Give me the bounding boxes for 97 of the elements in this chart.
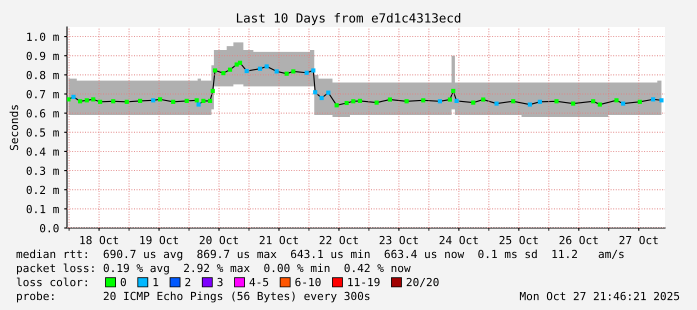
x-tick-label: 25 Oct	[500, 236, 538, 244]
point	[320, 96, 324, 100]
point	[210, 88, 215, 94]
point	[344, 100, 349, 106]
y-tick-label: 0.3 m	[26, 166, 59, 175]
x-tick-label: 27 Oct	[620, 236, 658, 244]
point	[438, 99, 442, 104]
text: probe: 20 ICMP Echo Pings (56 Bytes) every 300s	[17, 292, 370, 302]
y-tick-label: 0.2 m	[26, 186, 59, 194]
point	[326, 90, 330, 95]
y-tick-label: 0.6 m	[26, 109, 59, 118]
x-tick-label: 20 Oct	[200, 236, 238, 244]
point	[374, 100, 379, 105]
point	[621, 101, 626, 106]
point	[638, 100, 642, 104]
point	[311, 68, 316, 73]
point	[196, 102, 201, 107]
legend-label: 20/20	[406, 278, 439, 288]
point	[111, 99, 116, 104]
point	[481, 97, 486, 102]
point	[659, 98, 664, 102]
point	[451, 88, 456, 94]
point	[212, 68, 218, 73]
x-tick-label: 18 Oct	[80, 236, 118, 244]
legend-label: 6-10	[295, 278, 321, 286]
point	[528, 102, 532, 107]
legend-title: loss color:	[16, 278, 87, 286]
point	[184, 98, 189, 103]
point	[194, 98, 199, 102]
chart-title: Last 10 Days from e7d1c4313ecd	[236, 12, 460, 26]
point	[571, 101, 576, 106]
legend-label: 2	[185, 278, 190, 286]
point	[208, 98, 212, 103]
point	[454, 98, 459, 103]
point	[598, 102, 602, 107]
y-tick-label: 0.4 m	[26, 147, 59, 156]
point	[238, 60, 242, 65]
text: packet loss: 0.19 % avg 2.92 % max 0.00 % min 0.42 % now	[17, 264, 411, 274]
x-tick-label: 22 Oct	[320, 236, 358, 244]
line-series	[68, 62, 662, 106]
point	[351, 99, 356, 104]
point	[78, 99, 82, 104]
point	[138, 98, 142, 103]
legend-label: 0	[120, 278, 126, 286]
point	[511, 99, 516, 104]
point	[221, 71, 226, 76]
text: Mon Oct 27 21:46:21 2025	[520, 292, 680, 300]
point	[91, 97, 96, 102]
point	[494, 101, 499, 106]
point	[304, 70, 309, 75]
point	[284, 72, 289, 76]
point	[291, 69, 296, 74]
point	[274, 69, 279, 74]
point	[98, 100, 102, 104]
y-axis-title: Seconds	[10, 105, 18, 150]
text: median rtt: 690.7 us avg 869.7 us max 643.1 us min 663.4 us now 0.1 ms sd 11.2 am/s	[16, 250, 624, 260]
point	[244, 68, 249, 74]
point	[264, 64, 269, 69]
point	[591, 99, 596, 104]
x-tick-label: 19 Oct	[140, 236, 178, 244]
legend-label: 11-19	[348, 278, 380, 286]
y-tick-label: 0.9 m	[26, 52, 59, 60]
y-tick-label: 1.0 m	[27, 32, 59, 41]
point	[421, 98, 426, 102]
x-tick-label: 23 Oct	[380, 236, 418, 244]
point	[358, 98, 362, 103]
y-tick-label: 0.8 m	[26, 70, 59, 80]
point	[201, 98, 206, 103]
y-tick-label: 0.0	[40, 224, 59, 232]
point	[158, 97, 162, 102]
point	[388, 97, 392, 102]
y-tick-label: 0.5 m	[26, 128, 59, 137]
legend-label: 1	[154, 278, 158, 286]
point	[651, 97, 656, 102]
point	[614, 98, 619, 102]
point	[258, 66, 262, 71]
point	[124, 100, 129, 104]
point	[334, 103, 339, 108]
legend-label: 4-5	[250, 278, 268, 286]
point	[67, 97, 71, 102]
point	[471, 100, 476, 105]
point	[71, 94, 76, 99]
point	[228, 68, 232, 72]
point	[171, 100, 176, 104]
point	[151, 98, 156, 102]
y-tick-label: 0.7 m	[26, 90, 59, 98]
x-tick-label: 21 Oct	[260, 236, 298, 244]
x-tick-label: 24 Oct	[440, 236, 478, 244]
point	[538, 100, 542, 104]
point	[554, 99, 559, 104]
point	[313, 90, 318, 94]
legend-label: 3	[217, 278, 223, 286]
x-tick-label: 26 Oct	[560, 236, 598, 244]
point	[404, 99, 409, 104]
y-tick-label: 0.1 m	[26, 204, 59, 214]
point	[448, 97, 452, 102]
point	[84, 98, 89, 102]
